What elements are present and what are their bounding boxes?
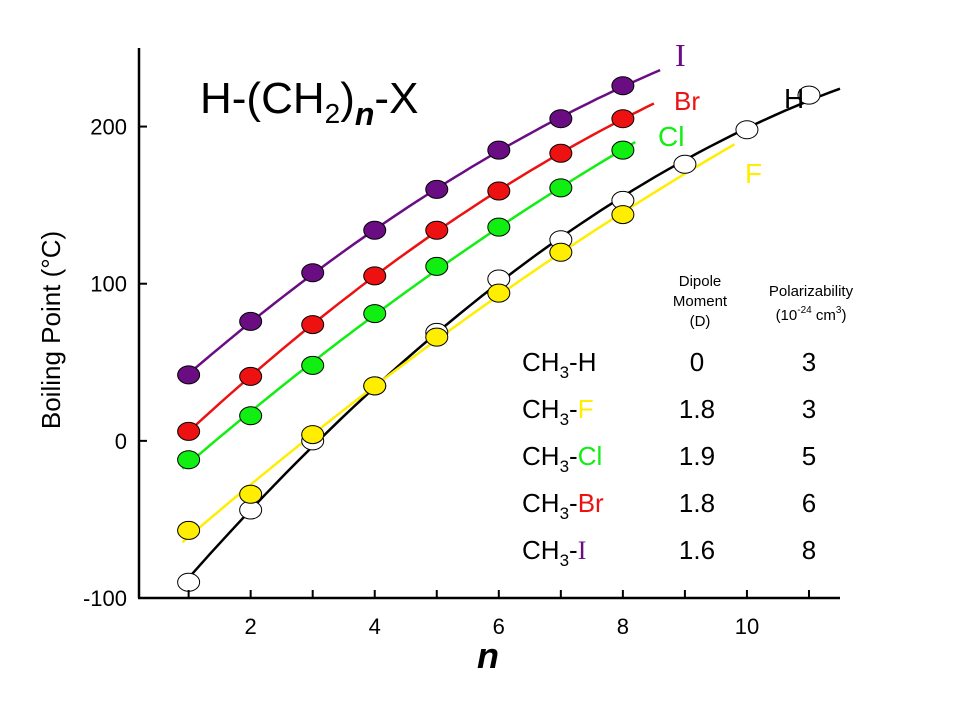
title-suffix: -X — [374, 74, 418, 123]
point-i-5 — [425, 179, 449, 199]
point-br-1 — [177, 421, 201, 441]
ticks: 2 4 6 8 10 -100 0 100 200 — [83, 115, 810, 639]
point-f-2 — [239, 484, 263, 504]
properties-table: Dipole Moment (D) Polarizability (10-24 cm3)… — [522, 273, 854, 570]
series-label-cl: Cl — [658, 121, 684, 152]
polarizability-value-f: 3 — [802, 394, 816, 424]
point-i-1 — [177, 365, 201, 385]
point-f-6 — [487, 283, 511, 303]
polarizability-header: Polarizability — [769, 283, 854, 300]
x-tick-label-6: 6 — [493, 614, 505, 639]
point-br-2 — [239, 366, 263, 386]
x-tick-label-4: 4 — [369, 614, 381, 639]
y-tick-label-200: 200 — [90, 115, 127, 140]
point-cl-5 — [425, 256, 449, 276]
data-points — [177, 76, 821, 592]
polarizability-unit: (10-24 cm3) — [776, 305, 847, 324]
point-i-2 — [239, 311, 263, 331]
y-axis-label: Boiling Point (°C) — [36, 231, 66, 429]
curve-f — [181, 143, 736, 544]
point-br-4 — [363, 266, 387, 286]
point-h-9 — [673, 154, 697, 174]
point-cl-3 — [301, 355, 325, 375]
fit-curves — [181, 68, 841, 579]
point-br-7 — [549, 143, 573, 163]
point-i-6 — [487, 140, 511, 160]
point-f-4 — [363, 376, 387, 396]
point-br-5 — [425, 220, 449, 240]
point-i-3 — [301, 263, 325, 283]
point-f-5 — [425, 327, 449, 347]
dipole-header-line-1: Dipole — [679, 273, 722, 290]
chart-title: H-(CH2)n-X — [200, 74, 418, 132]
x-tick-label-2: 2 — [245, 614, 257, 639]
dipole-value-br: 1.8 — [679, 488, 715, 518]
x-tick-label-8: 8 — [617, 614, 629, 639]
row-label-cl: CH3-Cl — [522, 441, 602, 476]
point-cl-6 — [487, 217, 511, 237]
dipole-value-h: 0 — [690, 347, 704, 377]
point-cl-4 — [363, 304, 387, 324]
title-sub-2: 2 — [325, 98, 341, 129]
row-label-br: CH3-Br — [522, 488, 604, 523]
point-h-11 — [797, 85, 821, 105]
point-cl-2 — [239, 406, 263, 426]
point-cl-1 — [177, 450, 201, 470]
title-prefix: H-(CH — [200, 74, 325, 123]
dipole-header-line-2: Moment — [673, 293, 728, 310]
row-label-i: CH3-I — [522, 535, 586, 570]
point-f-1 — [177, 520, 201, 540]
series-label-f: F — [745, 158, 762, 189]
point-h-1 — [177, 572, 201, 592]
polarizability-value-i: 8 — [802, 535, 816, 565]
dipole-value-f: 1.8 — [679, 394, 715, 424]
point-i-8 — [611, 76, 635, 96]
polarizability-value-cl: 5 — [802, 441, 816, 471]
curve-br — [187, 102, 655, 433]
dipole-header-line-3: (D) — [690, 313, 711, 330]
x-axis-label: n — [477, 635, 499, 676]
point-f-7 — [549, 242, 573, 262]
series-label-br: Br — [674, 86, 700, 116]
point-i-4 — [363, 220, 387, 240]
point-cl-7 — [549, 178, 573, 198]
point-br-3 — [301, 315, 325, 335]
point-f-8 — [611, 205, 635, 225]
title-mid: ) — [340, 74, 355, 123]
axes — [137, 48, 840, 600]
point-f-3 — [301, 425, 325, 445]
y-tick-label-0: 0 — [115, 429, 127, 454]
curve-i — [187, 68, 661, 375]
curve-h — [187, 87, 841, 579]
dipole-value-cl: 1.9 — [679, 441, 715, 471]
point-br-6 — [487, 181, 511, 201]
point-br-8 — [611, 109, 635, 129]
polarizability-value-h: 3 — [802, 347, 816, 377]
polarizability-value-br: 6 — [802, 488, 816, 518]
point-i-7 — [549, 109, 573, 129]
y-tick-label--100: -100 — [83, 586, 127, 611]
series-label-i: I — [675, 37, 686, 73]
series-labels: I Br Cl H F — [658, 37, 804, 189]
x-tick-label-10: 10 — [735, 614, 759, 639]
dipole-value-i: 1.6 — [679, 535, 715, 565]
title-sub-n: n — [355, 96, 375, 132]
y-tick-label-100: 100 — [90, 272, 127, 297]
row-label-f: CH3-F — [522, 394, 594, 429]
point-h-10 — [735, 120, 759, 140]
series-label-h: H — [784, 83, 804, 114]
point-cl-8 — [611, 140, 635, 160]
row-label-h: CH3-H — [522, 347, 596, 382]
